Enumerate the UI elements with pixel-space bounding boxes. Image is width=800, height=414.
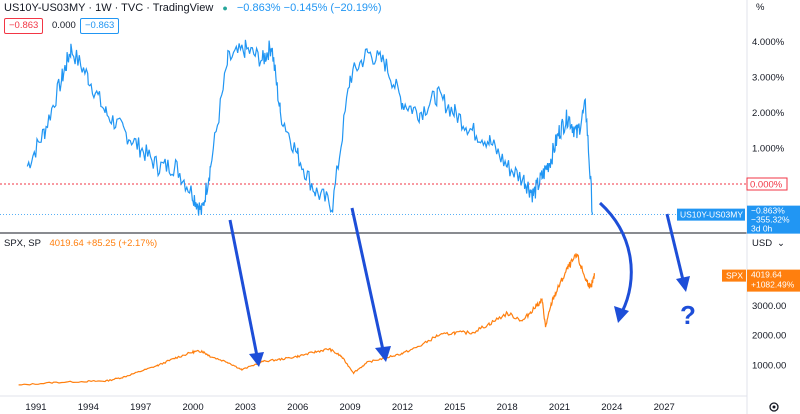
top-tick-3: 3.000% xyxy=(752,73,785,84)
spread-last-label: US10Y-US03MY −0.863% −355.32% 3d 0h xyxy=(677,205,800,234)
spread-last-pct: −355.32% xyxy=(751,215,790,225)
spx-last-label: SPX 4019.64 +1082.49% xyxy=(722,269,800,292)
question-mark: ? xyxy=(680,300,696,330)
time-tick-1994: 1994 xyxy=(78,402,99,413)
time-tick-2000: 2000 xyxy=(182,402,203,413)
top-tick-1: 1.000% xyxy=(752,144,785,155)
bottom-price-ticks: 1000.00 2000.00 3000.00 xyxy=(752,301,786,371)
chart-header: US10Y-US03MY · 1W · TVC · TradingView ● … xyxy=(4,2,382,14)
arrow-2001-head xyxy=(249,352,264,367)
time-tick-2015: 2015 xyxy=(444,402,465,413)
scale-unit-dropdown-icon[interactable]: ⌄ xyxy=(777,238,785,249)
spread-pill: 0.000 xyxy=(52,20,76,31)
arrow-2001[interactable] xyxy=(228,219,259,357)
arrow-2019[interactable] xyxy=(598,201,633,313)
settings-gear-icon[interactable] xyxy=(769,402,779,412)
spx-series-line xyxy=(18,252,595,386)
time-tick-2021: 2021 xyxy=(549,402,570,413)
spx-last-value: 4019.64 xyxy=(751,270,782,280)
bottom-scale-unit[interactable]: USD xyxy=(752,238,772,249)
buy-price-pill[interactable]: −0.863 xyxy=(80,18,120,34)
time-tick-2024: 2024 xyxy=(601,402,622,413)
bottom-tick-2000: 2000.00 xyxy=(752,331,786,342)
spx-last-pct: +1082.49% xyxy=(751,280,795,290)
top-scale-unit: % xyxy=(756,2,765,13)
time-tick-2012: 2012 xyxy=(392,402,413,413)
top-tick-4: 4.000% xyxy=(752,37,785,48)
time-tick-1997: 1997 xyxy=(130,402,151,413)
zero-label-text: 0.000% xyxy=(750,180,783,191)
symbol-title[interactable]: US10Y-US03MY · 1W · TVC · TradingView xyxy=(4,2,214,14)
annotation-arrows: ? xyxy=(228,201,696,367)
top-price-ticks: 4.000% 3.000% 2.000% 1.000% xyxy=(752,37,785,155)
change-values: −0.863% −0.145% (−20.19%) xyxy=(236,2,382,14)
time-tick-2018: 2018 xyxy=(497,402,518,413)
arrow-2007-head xyxy=(375,346,391,362)
top-tick-2: 2.000% xyxy=(752,108,785,119)
zero-price-label: 0.000% xyxy=(746,177,788,191)
time-tick-2003: 2003 xyxy=(235,402,256,413)
spread-countdown: 3d 0h xyxy=(751,224,773,234)
spread-series-line xyxy=(26,39,594,216)
time-tick-1991: 1991 xyxy=(25,402,46,413)
arrow-2022[interactable] xyxy=(665,213,685,281)
market-status-dot: ● xyxy=(222,3,228,13)
time-tick-2006: 2006 xyxy=(287,402,308,413)
spx-symbol[interactable]: SPX, SP xyxy=(4,238,41,249)
arrow-2022-head xyxy=(676,276,690,292)
time-tick-2009: 2009 xyxy=(340,402,361,413)
spx-pane-header: SPX, SP 4019.64 +85.25 (+2.17%) xyxy=(4,238,157,249)
spx-values: 4019.64 +85.25 (+2.17%) xyxy=(49,238,158,249)
spread-tag-name: US10Y-US03MY xyxy=(680,210,743,220)
bottom-tick-1000: 1000.00 xyxy=(752,360,786,371)
bottom-tick-3000: 3000.00 xyxy=(752,301,786,312)
arrow-2007[interactable] xyxy=(350,207,385,351)
sell-price-pill[interactable]: −0.863 xyxy=(4,18,44,34)
spread-last-value: −0.863% xyxy=(751,206,785,216)
time-tick-2027: 2027 xyxy=(654,402,675,413)
spx-tag-name: SPX xyxy=(726,271,743,281)
arrow-2019-head xyxy=(614,306,629,323)
time-ticks: 1991 1994 1997 2000 2003 2006 2009 2012 2015 2018… xyxy=(25,402,674,413)
